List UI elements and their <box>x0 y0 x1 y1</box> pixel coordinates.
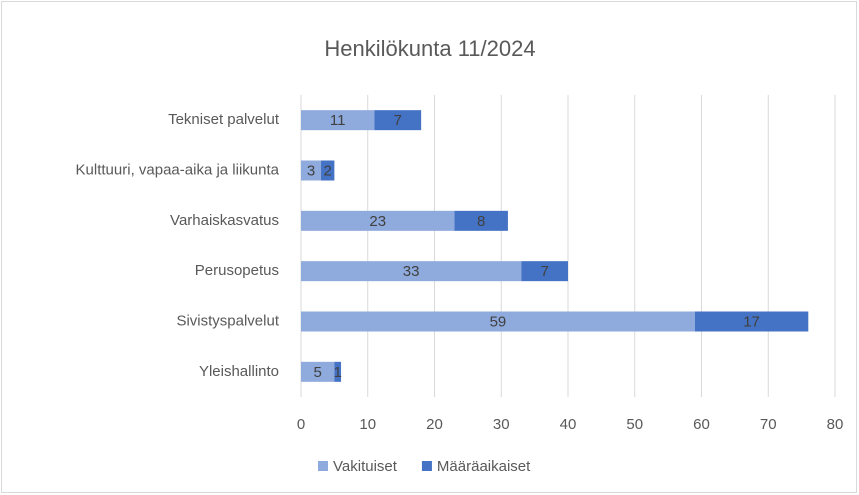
data-label: 5 <box>314 364 322 381</box>
data-label: 7 <box>394 112 402 129</box>
bar-segment <box>521 261 568 282</box>
data-label: 2 <box>324 162 332 179</box>
legend-swatch <box>421 461 432 471</box>
x-tick-label: 70 <box>760 416 777 433</box>
y-tick-label: Yleishallinto <box>199 363 279 380</box>
data-label: 33 <box>403 263 420 280</box>
x-tick-label: 80 <box>827 416 844 433</box>
x-tick-label: 60 <box>693 416 710 433</box>
data-label: 17 <box>743 313 760 330</box>
x-tick-label: 30 <box>493 416 510 433</box>
x-tick-label: 10 <box>359 416 376 433</box>
chart-title: Henkilökunta 11/2024 <box>324 36 535 61</box>
y-tick-label: Tekniset palvelut <box>168 111 280 128</box>
y-tick-label: Perusopetus <box>195 262 279 279</box>
y-tick-label: Sivistyspalvelut <box>176 312 279 329</box>
bar-segment <box>694 311 809 332</box>
data-label: 23 <box>369 213 386 230</box>
data-label: 8 <box>477 213 485 230</box>
bar-segment <box>301 361 335 382</box>
data-label: 7 <box>540 263 548 280</box>
data-label: 3 <box>307 162 315 179</box>
legend-label: Määräaikaiset <box>437 458 531 475</box>
bar-segment <box>301 261 522 282</box>
data-label: 1 <box>334 364 342 381</box>
x-tick-label: 40 <box>560 416 577 433</box>
bar-segment <box>301 210 455 231</box>
bar-segment <box>321 160 335 181</box>
x-tick-label: 0 <box>297 416 305 433</box>
data-label: 11 <box>330 112 346 129</box>
y-tick-label: Varhaiskasvatus <box>170 212 279 229</box>
bar-segment <box>301 160 322 181</box>
bar-segment <box>334 361 342 382</box>
bar-segment <box>374 110 422 131</box>
legend-label: Vakituiset <box>333 458 398 475</box>
legend-swatch <box>318 461 328 471</box>
x-tick-label: 20 <box>426 416 443 433</box>
bar-segment <box>301 311 695 332</box>
data-label: 59 <box>490 313 507 330</box>
bar-segment <box>454 210 508 231</box>
bar-segment <box>301 110 375 131</box>
y-tick-label: Kulttuuri, vapaa-aika ja liikunta <box>76 161 280 178</box>
x-tick-label: 50 <box>626 416 643 433</box>
